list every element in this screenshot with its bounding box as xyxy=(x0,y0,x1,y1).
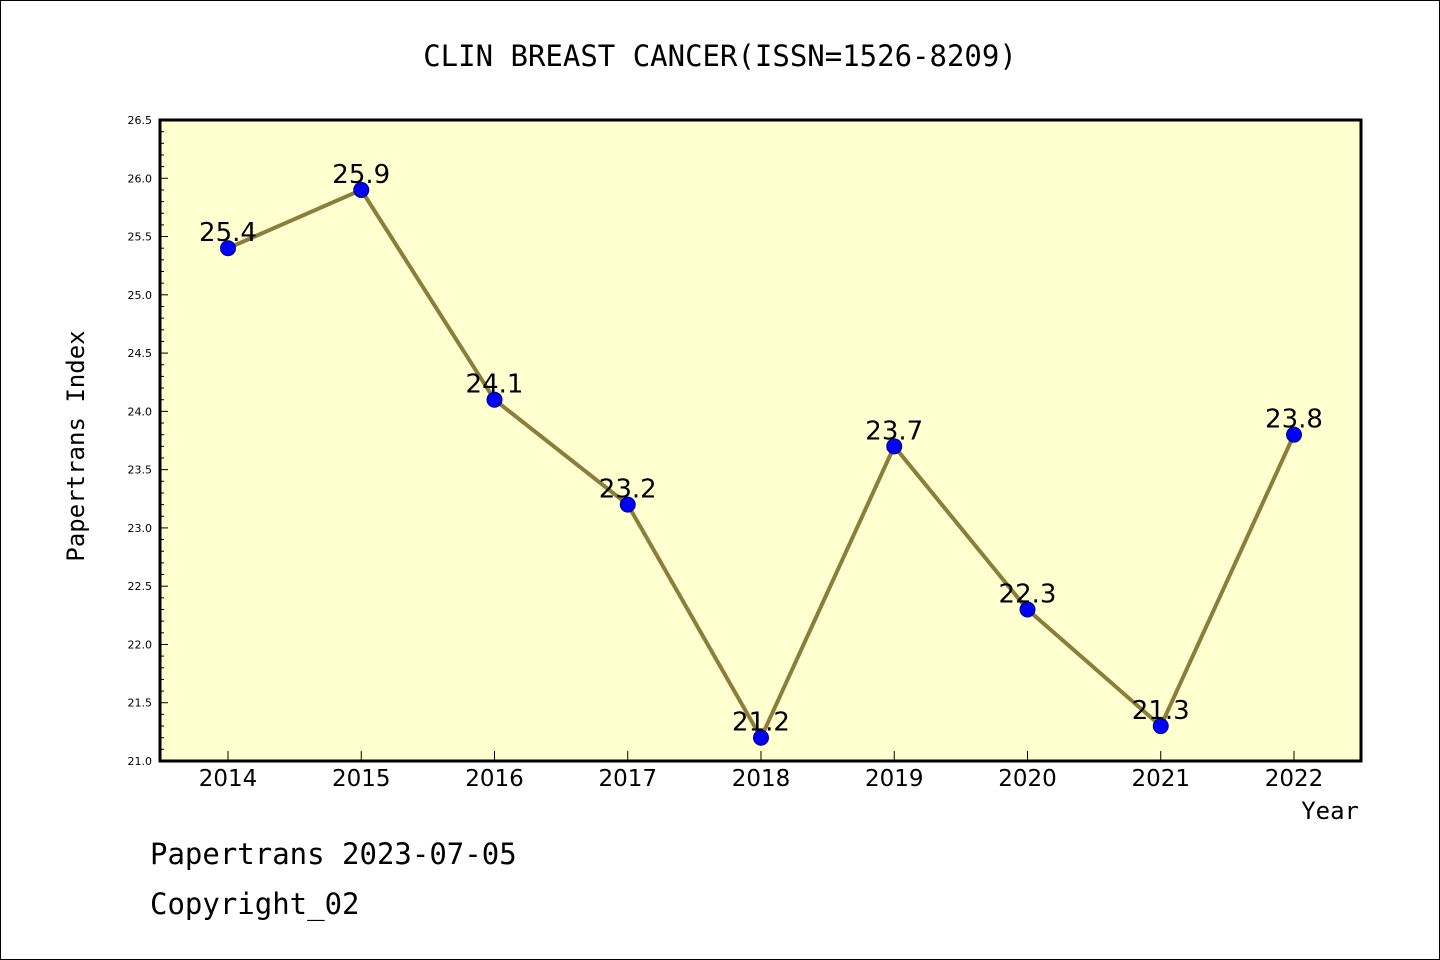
y-tick-label: 24.0 xyxy=(128,405,153,418)
data-point xyxy=(220,240,236,257)
data-labels: 25.4 25.9 24.1 23.2 21.2 23.7 22.3 21.3 23.8 xyxy=(199,160,1323,738)
chart-title: CLIN BREAST CANCER(ISSN=1526-8209) xyxy=(423,39,1017,73)
y-tick-label: 24.5 xyxy=(128,347,153,360)
data-point xyxy=(353,181,370,198)
data-label: 25.9 xyxy=(332,160,390,190)
data-markers xyxy=(220,181,1302,746)
plot-border xyxy=(158,118,1363,763)
plot-area xyxy=(160,120,1361,761)
x-tick-label: 2016 xyxy=(465,766,524,792)
x-tick-label: 2022 xyxy=(1265,766,1324,792)
y-tick-label: 26.0 xyxy=(128,172,153,185)
data-point xyxy=(1286,426,1302,443)
x-tick-label: 2014 xyxy=(199,766,258,792)
data-point xyxy=(886,438,903,455)
x-tick-label: 2015 xyxy=(332,766,391,792)
y-tick-label: 25.0 xyxy=(128,289,153,302)
y-tick-label: 21.0 xyxy=(128,755,153,768)
y-tick-label: 26.5 xyxy=(128,114,153,127)
y-axis-ticks: 21.0 21.5 22.0 22.5 23.0 23.5 24.0 24.5 25.0 25.5… xyxy=(128,114,168,768)
y-tick-label: 22.5 xyxy=(128,580,153,593)
y-tick-label: 25.5 xyxy=(128,231,153,244)
data-label: 24.1 xyxy=(466,370,524,400)
data-point xyxy=(1152,718,1169,735)
x-axis-label: Year xyxy=(1301,797,1359,825)
x-tick-label: 2020 xyxy=(998,766,1057,792)
data-label: 23.2 xyxy=(599,475,657,505)
data-label: 23.7 xyxy=(865,416,923,446)
data-label: 22.3 xyxy=(999,579,1057,609)
data-point xyxy=(486,391,503,408)
data-label: 21.3 xyxy=(1132,696,1190,726)
footer-copyright: Copyright_02 xyxy=(150,887,360,922)
x-tick-label: 2018 xyxy=(732,766,791,792)
data-label: 25.4 xyxy=(199,218,257,248)
y-tick-label: 23.0 xyxy=(128,522,153,535)
y-tick-label: 22.0 xyxy=(128,638,153,651)
x-axis-ticks: 2014 2015 2016 2017 2018 2019 2020 2021 2022 xyxy=(199,751,1324,792)
data-point xyxy=(753,729,769,746)
data-point xyxy=(619,496,636,513)
data-label: 23.8 xyxy=(1265,405,1323,435)
footer-date: Papertrans 2023-07-05 xyxy=(150,837,517,871)
y-axis-label: Papertrans Index xyxy=(62,330,90,561)
x-tick-label: 2019 xyxy=(865,766,924,792)
data-label: 21.2 xyxy=(732,708,790,738)
y-tick-label: 21.5 xyxy=(128,697,153,710)
x-tick-label: 2021 xyxy=(1131,766,1190,792)
y-tick-label: 23.5 xyxy=(128,464,153,477)
x-tick-label: 2017 xyxy=(598,766,657,792)
data-point xyxy=(1019,601,1036,618)
